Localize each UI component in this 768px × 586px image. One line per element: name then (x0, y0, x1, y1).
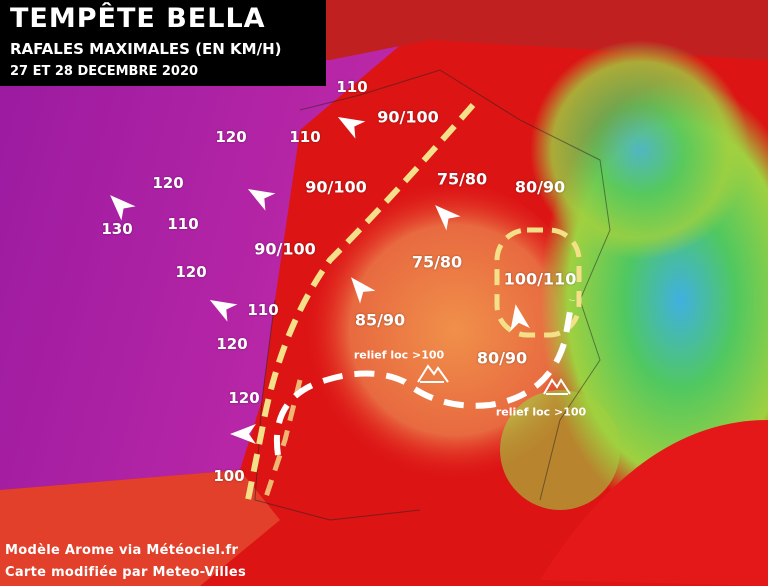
wind-direction-arrow (110, 195, 136, 221)
map-title: TEMPÊTE BELLA (10, 3, 266, 34)
gust-label: 130 (101, 220, 133, 238)
gust-label: 85/90 (354, 310, 406, 330)
model-credit: Modèle Arome via Météociel.fr (5, 543, 239, 558)
wind-direction-arrow (247, 189, 276, 211)
yellow-dashed-line (245, 103, 476, 501)
yellow-dashed-line (262, 379, 303, 501)
white-dashed-line (274, 299, 575, 456)
wind-direction-arrow (351, 277, 376, 304)
gust-label: 120 (175, 263, 207, 281)
gust-label: 80/90 (476, 348, 528, 368)
wind-direction-arrow (510, 304, 530, 332)
mountain-icon (417, 364, 449, 383)
map-credit: Carte modifiée par Meteo-Villes (5, 565, 247, 580)
gust-label: 110 (167, 215, 199, 233)
atlantic-sea-area (0, 20, 430, 490)
gust-label: 75/80 (436, 169, 488, 189)
gust-label: 120 (216, 335, 248, 353)
gust-label: 90/100 (377, 107, 439, 127)
wind-direction-arrow (435, 205, 461, 231)
gust-label: 90/100 (254, 239, 316, 259)
gust-label: 110 (336, 78, 368, 96)
gust-label: 75/80 (411, 252, 463, 272)
mountain-icon (543, 378, 571, 395)
wind-arrows (110, 117, 530, 444)
wind-direction-arrow (337, 117, 366, 139)
relief-label: relief loc >100 (495, 405, 587, 419)
gust-label: 80/90 (514, 177, 566, 197)
gust-label: 120 (152, 174, 184, 192)
gust-label: 110 (247, 301, 279, 319)
gust-label: 120 (215, 128, 247, 146)
gust-label: 120 (228, 389, 260, 407)
gust-label: 100 (213, 467, 245, 485)
wind-direction-arrow (230, 424, 256, 444)
gust-label: 100/110 (503, 269, 577, 289)
title-box: TEMPÊTE BELLA RAFALES MAXIMALES (EN KM/H… (0, 0, 326, 86)
gust-label: 110 (289, 128, 321, 146)
wind-direction-arrow (209, 300, 238, 322)
map-subtitle: RAFALES MAXIMALES (EN KM/H) (10, 40, 282, 58)
yellow-dashed-zone (494, 227, 582, 338)
gust-label: 90/100 (305, 177, 367, 197)
relief-label: relief loc >100 (353, 348, 445, 362)
map-date: 27 ET 28 DECEMBRE 2020 (10, 64, 199, 79)
